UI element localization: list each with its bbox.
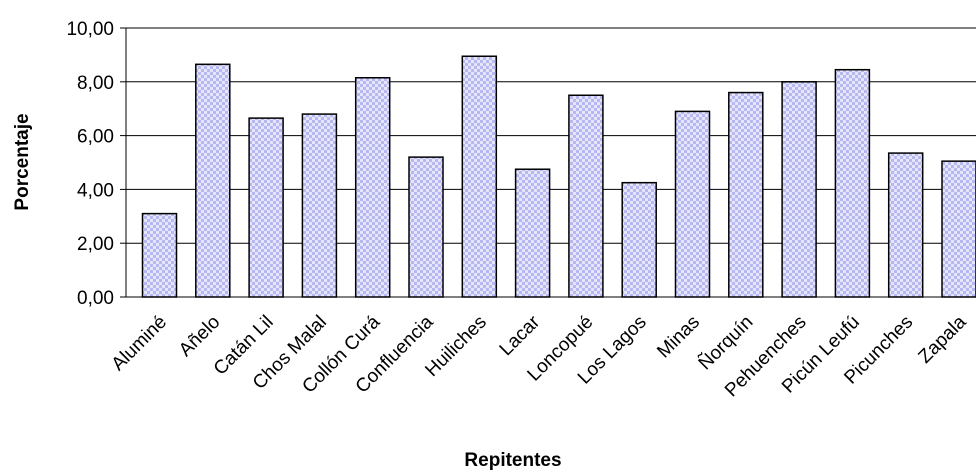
bar bbox=[781, 81, 817, 298]
bar bbox=[248, 117, 284, 298]
y-tick-label: 10,00 bbox=[66, 19, 114, 40]
bar bbox=[834, 68, 871, 298]
bar bbox=[568, 94, 604, 298]
y-axis-title: Porcentaje bbox=[12, 113, 33, 210]
bar bbox=[141, 212, 178, 298]
bar bbox=[674, 110, 711, 298]
x-tick-label: Lacar bbox=[496, 311, 545, 360]
bar bbox=[887, 152, 924, 298]
y-tick-label: 8,00 bbox=[77, 73, 114, 94]
bar bbox=[514, 168, 551, 298]
axis-layer bbox=[125, 28, 976, 298]
bar bbox=[408, 156, 444, 298]
bar bbox=[728, 91, 764, 298]
x-tick-label: Añelo bbox=[175, 312, 224, 361]
bar bbox=[621, 181, 657, 298]
x-tick-label: Aluminé bbox=[108, 312, 171, 375]
bar bbox=[461, 55, 498, 298]
bar bbox=[354, 77, 391, 298]
x-tick-label: Zapala bbox=[915, 311, 971, 367]
y-tick-labels: 0,00 2,00 4,00 6,00 8,00 10,00 bbox=[66, 19, 114, 309]
x-axis-title: Repitentes bbox=[464, 450, 561, 471]
bar-layer bbox=[141, 55, 976, 298]
y-tick-label: 4,00 bbox=[77, 180, 114, 201]
y-tick-label: 2,00 bbox=[77, 234, 114, 255]
y-tick-label: 0,00 bbox=[77, 288, 114, 309]
y-tick-label: 6,00 bbox=[77, 127, 114, 148]
bar bbox=[195, 63, 231, 298]
bar bbox=[941, 160, 976, 298]
bar bbox=[301, 113, 338, 298]
x-tick-label: Minas bbox=[653, 312, 704, 363]
